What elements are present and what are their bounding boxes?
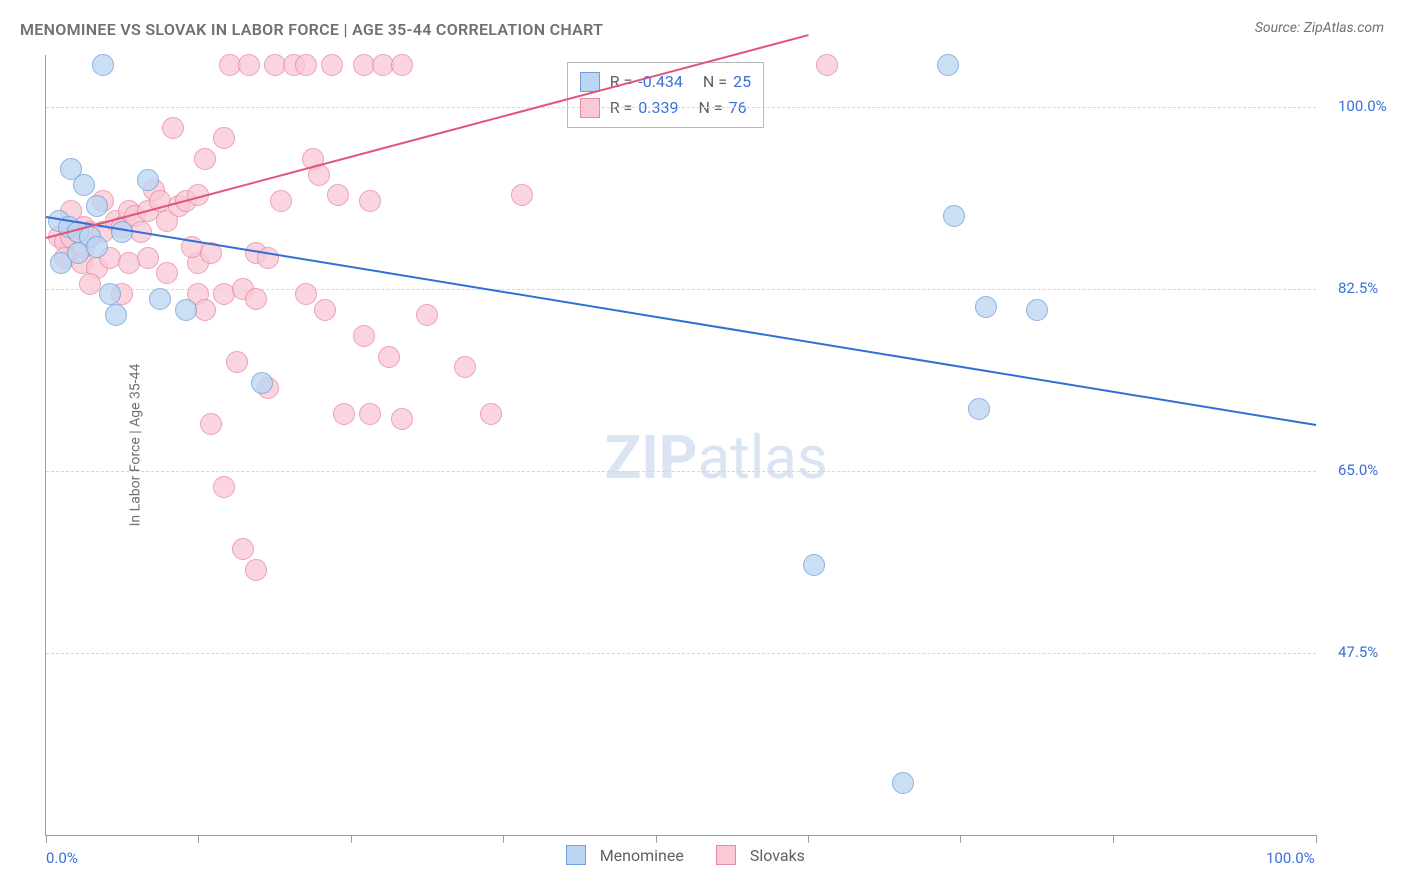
data-point	[270, 190, 292, 212]
data-point	[321, 54, 343, 76]
legend-series-label: Menominee	[600, 846, 684, 865]
data-point	[454, 356, 476, 378]
gridline	[46, 471, 1316, 472]
data-point	[86, 195, 108, 217]
data-point	[213, 127, 235, 149]
x-tick	[656, 835, 657, 843]
trend-line	[46, 34, 809, 239]
data-point	[975, 296, 997, 318]
y-tick-label: 100.0%	[1338, 97, 1387, 115]
data-point	[200, 413, 222, 435]
legend-r-value: 0.339	[638, 95, 678, 121]
legend-swatch	[716, 845, 736, 865]
y-axis-label: In Labor Force | Age 35-44	[127, 364, 143, 527]
data-point	[943, 205, 965, 227]
data-point	[937, 54, 959, 76]
data-point	[232, 538, 254, 560]
x-tick	[503, 835, 504, 843]
data-point	[803, 554, 825, 576]
data-point	[1026, 299, 1048, 321]
data-point	[226, 351, 248, 373]
data-point	[391, 54, 413, 76]
source-attribution: Source: ZipAtlas.com	[1255, 20, 1384, 36]
data-point	[137, 247, 159, 269]
x-tick	[198, 835, 199, 843]
gridline	[46, 107, 1316, 108]
legend-swatch	[566, 845, 586, 865]
x-tick	[46, 835, 47, 843]
data-point	[327, 184, 349, 206]
data-point	[816, 54, 838, 76]
data-point	[480, 403, 502, 425]
data-point	[194, 148, 216, 170]
x-tick-label: 0.0%	[46, 849, 78, 867]
data-point	[105, 304, 127, 326]
data-point	[175, 299, 197, 321]
gridline	[46, 653, 1316, 654]
data-point	[295, 283, 317, 305]
legend-n-value: 25	[733, 69, 751, 95]
data-point	[416, 304, 438, 326]
data-point	[968, 398, 990, 420]
watermark-bold: ZIP	[605, 422, 698, 493]
y-tick-label: 65.0%	[1338, 461, 1378, 479]
legend-swatch	[580, 98, 600, 118]
data-point	[391, 408, 413, 430]
x-tick	[1316, 835, 1317, 843]
data-point	[359, 190, 381, 212]
data-point	[99, 283, 121, 305]
x-tick	[1113, 835, 1114, 843]
chart-title: MENOMINEE VS SLOVAK IN LABOR FORCE | AGE…	[20, 20, 603, 39]
data-point	[73, 174, 95, 196]
data-point	[149, 288, 171, 310]
data-point	[257, 247, 279, 269]
series-legend: Menominee Slovaks	[566, 845, 827, 865]
y-tick-label: 47.5%	[1338, 643, 1378, 661]
x-tick	[960, 835, 961, 843]
legend-row: R = 0.339 N = 76	[580, 95, 751, 121]
data-point	[353, 325, 375, 347]
data-point	[245, 559, 267, 581]
trend-line	[46, 216, 1316, 426]
data-point	[245, 288, 267, 310]
legend-swatch	[580, 72, 600, 92]
watermark-light: atlas	[697, 422, 827, 493]
data-point	[156, 262, 178, 284]
data-point	[892, 772, 914, 794]
data-point	[194, 299, 216, 321]
scatter-plot-area: In Labor Force | Age 35-44 ZIPatlas R = …	[45, 55, 1316, 836]
data-point	[314, 299, 336, 321]
x-tick	[351, 835, 352, 843]
data-point	[92, 54, 114, 76]
legend-series-label: Slovaks	[750, 846, 805, 865]
legend-n-label: N =	[698, 95, 722, 121]
data-point	[137, 169, 159, 191]
data-point	[378, 346, 400, 368]
data-point	[86, 236, 108, 258]
watermark: ZIPatlas	[605, 422, 828, 493]
data-point	[162, 117, 184, 139]
x-tick	[808, 835, 809, 843]
data-point	[511, 184, 533, 206]
x-tick-label: 100.0%	[1266, 849, 1316, 867]
data-point	[333, 403, 355, 425]
data-point	[251, 372, 273, 394]
legend-n-label: N =	[703, 69, 727, 95]
data-point	[359, 403, 381, 425]
data-point	[213, 476, 235, 498]
legend-n-value: 76	[729, 95, 747, 121]
data-point	[295, 54, 317, 76]
legend-r-label: R =	[610, 95, 633, 121]
y-tick-label: 82.5%	[1338, 279, 1378, 297]
data-point	[238, 54, 260, 76]
